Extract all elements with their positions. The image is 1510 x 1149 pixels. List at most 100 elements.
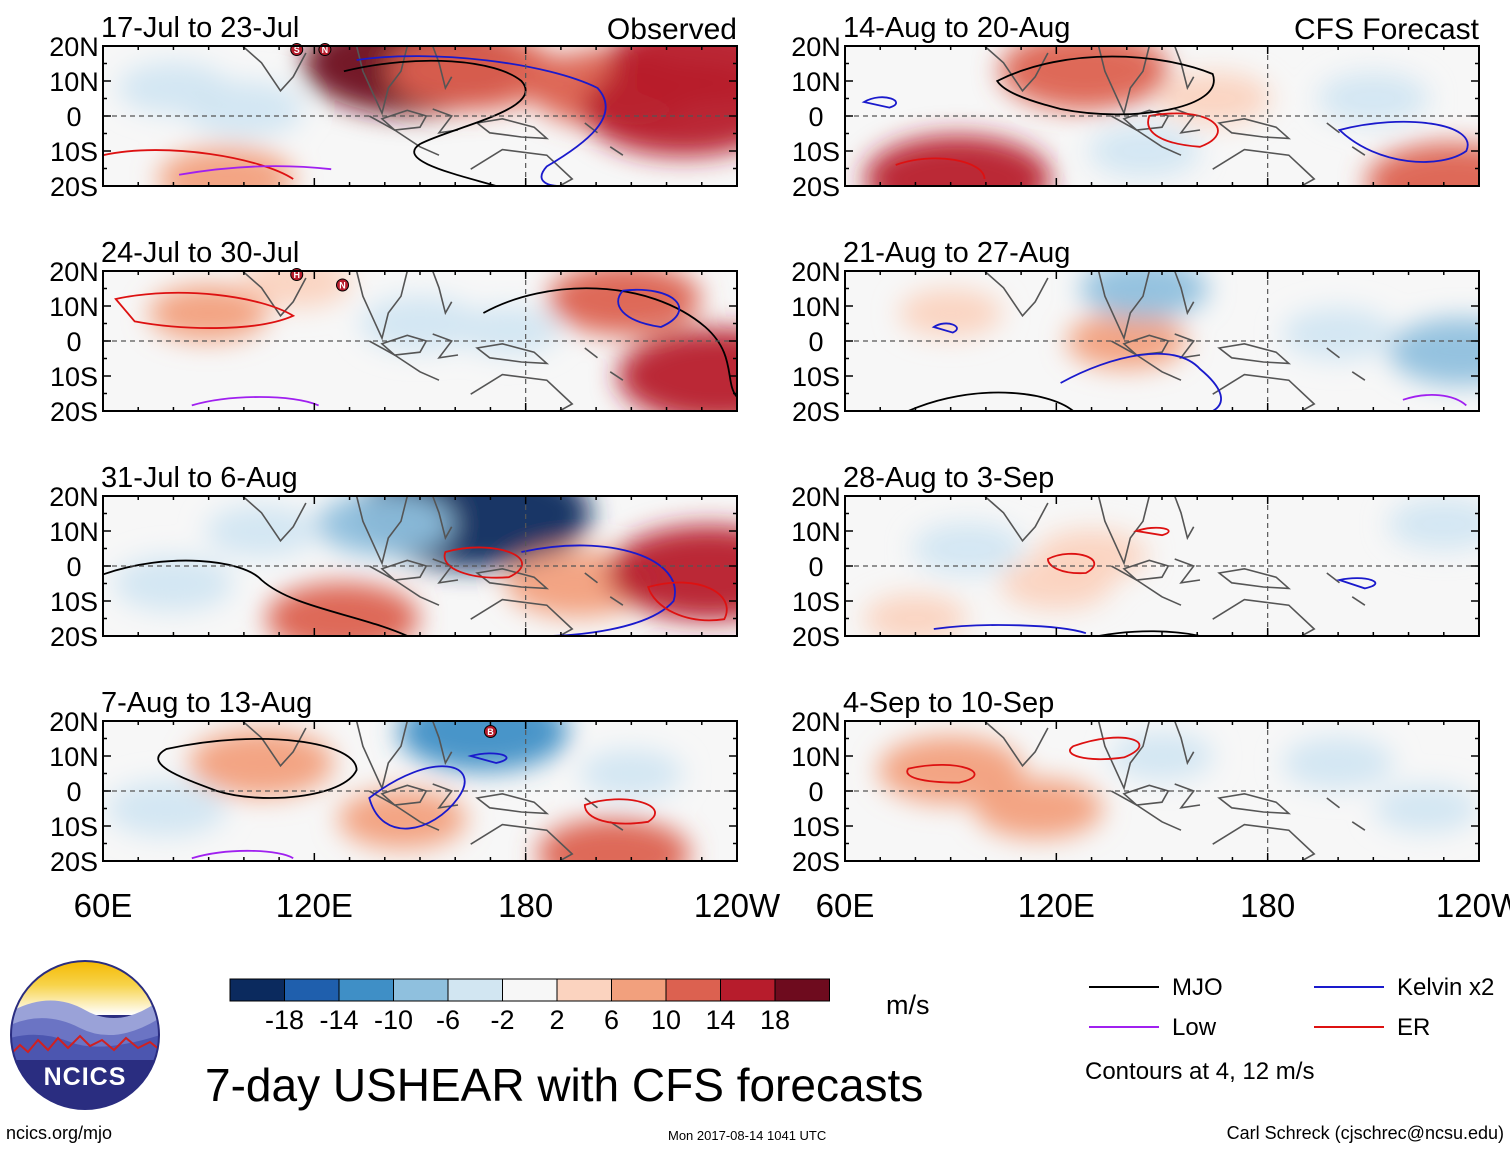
coastline [241,46,307,93]
anomaly-blob [205,504,318,558]
anomaly-blob [1282,307,1395,361]
panel-period: 14-Aug to 20-Aug [843,12,1070,44]
coastline [470,373,574,411]
legend-label: Kelvin x2 [1397,974,1494,1001]
anomaly-blob [157,146,295,186]
anomaly-blob [617,328,737,411]
y-tick-label: 10N [791,742,841,772]
anomaly-blob [607,525,737,621]
contours [861,55,1469,180]
coastline [355,271,409,341]
y-tick-label: 20S [50,622,98,652]
ncics-logo: NCICS [10,960,160,1110]
author-credit: Carl Schreck (cjschrec@ncsu.edu) [1226,1123,1504,1143]
anomaly-blob [863,594,968,636]
y-tick-label: 10S [50,812,98,842]
colorbar-swatch [774,978,830,1002]
coastline [1173,46,1195,91]
x-tick-label: 60E [74,887,133,924]
colorbar-swatch [447,978,503,1002]
y-tick-label: 20N [49,32,99,62]
coastline [1326,572,1340,584]
coastline [1174,783,1201,809]
y-tick-label: 10S [50,587,98,617]
label-observed: Observed [607,13,737,46]
anomaly-blob [898,288,1003,338]
coastline [1212,148,1316,186]
y-tick-label: 10S [792,362,840,392]
y-tick-label: 0 [66,102,81,132]
coastline [1174,108,1201,134]
contour-line [617,288,681,328]
anomaly-blobs [878,731,1479,839]
anomaly-blob [1080,271,1209,319]
contour-line [908,391,1074,411]
coastline [609,146,624,156]
coastline [609,371,624,381]
storm-label: S [294,45,300,55]
coastline [431,46,453,91]
website-link[interactable]: ncics.org/mjo [6,1123,113,1143]
panel-6: 20N 10N 0 10S 20S 21-Aug to 27-Aug [791,237,1480,427]
panel-ticks [102,270,738,412]
coastline [470,148,574,186]
colorbar-units: m/s [886,990,930,1020]
contour-line [995,55,1215,116]
coastlines [983,271,1366,411]
panel-period: 31-Jul to 6-Aug [101,462,298,494]
coastline [1122,784,1170,806]
anomaly-blob [999,46,1170,111]
contour-line [583,798,656,825]
anomaly-blob [864,135,1052,186]
panel-ticks [102,720,738,862]
coastline [380,109,428,131]
colorbar-tick-label: 6 [604,1005,619,1035]
colorbar-swatch [393,978,449,1002]
contour-line [895,157,986,180]
coastline [1110,115,1182,156]
anomaly-blob [117,61,230,115]
anomaly-blob [1282,736,1395,790]
y-tick-label: 10S [792,587,840,617]
anomaly-blob [188,728,335,798]
contour-line [114,291,296,329]
coastline [1174,333,1201,359]
y-tick-label: 20N [49,707,99,737]
panel-ticks [844,45,1480,187]
y-tick-label: 0 [808,777,823,807]
contour-line [467,752,508,764]
contour-line [1060,352,1222,411]
y-tick-label: 10N [49,742,99,772]
anomaly-blob [1387,497,1479,551]
coastline [431,721,453,766]
coastline [475,342,550,365]
anomaly-field [898,271,1479,386]
colorbar-swatch [502,978,558,1002]
y-tick-label: 0 [808,327,823,357]
panel-4: B 20N 10N 0 10S 20S 7-Aug to 13-Aug 60E 120E 180 1… [49,687,781,924]
legend: MJO Kelvin x2 Low ER [1089,974,1494,1041]
x-tick-label: 120W [694,887,781,924]
colorbar-tick-label: 10 [651,1005,681,1035]
coastlines [241,46,624,186]
coastline [380,334,428,356]
y-tick-label: 20N [791,257,841,287]
panel-period: 24-Jul to 30-Jul [101,237,299,269]
coastline [432,783,459,809]
anomaly-blob [456,306,560,355]
contour-line [1147,112,1219,148]
colorbar-tick-label: 2 [549,1005,564,1035]
contours [908,322,1467,411]
colorbar-tick-label: -6 [436,1005,460,1035]
coastline [1351,596,1366,606]
contour-line [521,544,676,636]
legend-item-kelvin-x2: Kelvin x2 [1314,974,1494,1001]
anomaly-blob [1110,731,1214,781]
storm-label: N [339,281,346,291]
coastline [241,721,307,768]
coastline [475,117,550,140]
anomaly-blob [608,46,737,104]
y-tick-label: 10S [50,362,98,392]
anomaly-blob [1365,142,1479,186]
coastline [1351,146,1366,156]
